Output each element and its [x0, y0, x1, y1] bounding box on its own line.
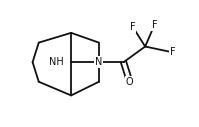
Text: O: O: [126, 77, 134, 87]
Text: NH: NH: [50, 57, 64, 67]
Text: F: F: [152, 20, 157, 30]
Text: F: F: [130, 22, 136, 32]
Text: F: F: [170, 47, 176, 57]
Text: N: N: [95, 57, 103, 67]
